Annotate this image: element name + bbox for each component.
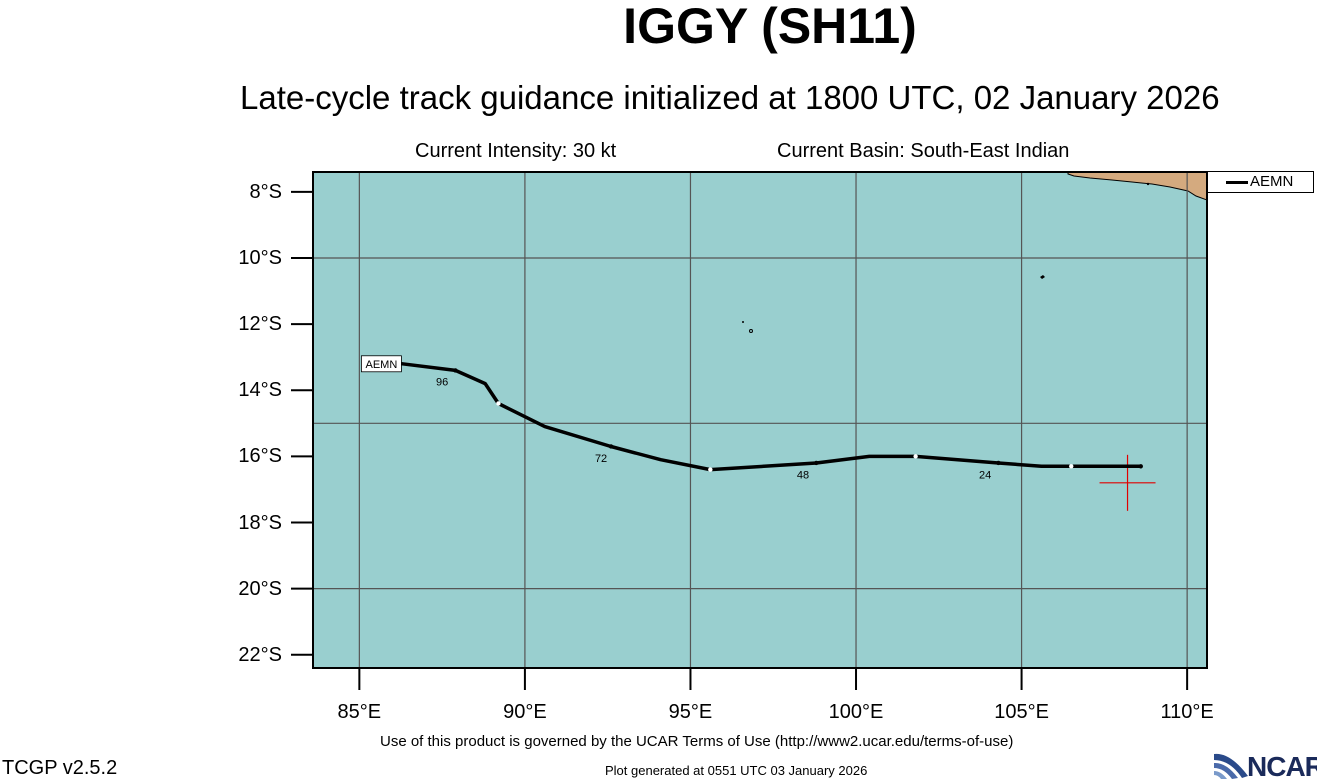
lon-tick-label: 105°E	[994, 701, 1049, 723]
aemn-track	[400, 362, 1143, 472]
lon-tick-label: 110°E	[1160, 701, 1214, 723]
forecast-hour-label: 72	[595, 453, 607, 465]
current-position-marker	[1099, 454, 1156, 511]
lat-tick-label: 14°S	[238, 379, 282, 402]
lat-tick-label: 12°S	[238, 313, 282, 336]
end-label-text: AEMN	[366, 359, 398, 371]
track-point	[496, 401, 501, 406]
plot-frame	[312, 171, 1208, 669]
terms-of-use: Use of this product is governed by the U…	[380, 733, 1014, 750]
track-point	[996, 460, 1001, 466]
christmas-island	[1040, 275, 1045, 279]
axis-ticks	[291, 190, 1189, 690]
current-intensity: Current Intensity: 30 kt	[415, 140, 617, 162]
lat-tick-label: 18°S	[238, 511, 282, 534]
lat-tick-label: 22°S	[238, 643, 282, 666]
lat-tick-label: 10°S	[238, 246, 282, 269]
ncar-logo-icon	[1214, 753, 1248, 779]
track-point	[1138, 464, 1143, 469]
lon-tick-label: 95°E	[668, 701, 713, 723]
lon-tick-label: 85°E	[337, 701, 382, 723]
track-point	[608, 444, 614, 449]
land-java-coast	[1067, 172, 1207, 201]
legend-line	[1226, 181, 1248, 184]
forecast-hour-labels: 24 48 72 96	[436, 377, 991, 482]
forecast-hour-label: 24	[979, 469, 991, 481]
islet	[1146, 182, 1150, 186]
track-point	[1069, 464, 1074, 469]
cocos-islet	[742, 321, 744, 323]
track-point	[814, 460, 819, 466]
forecast-hour-label: 48	[797, 469, 809, 481]
track-end-label: AEMN	[360, 355, 402, 373]
cocos-islands	[749, 329, 753, 333]
lat-tick-label: 8°S	[249, 180, 282, 203]
generated-time: Plot generated at 0551 UTC 03 January 20…	[605, 763, 868, 778]
ncar-logo-text: NCAR	[1247, 751, 1317, 782]
lat-tick-label: 20°S	[238, 577, 282, 600]
forecast-hour-label: 96	[436, 377, 448, 389]
version-label: TCGP v2.5.2	[2, 757, 118, 779]
current-basin: Current Basin: South-East Indian	[777, 140, 1070, 162]
lat-tick-label: 16°S	[238, 445, 282, 468]
end-label-box	[360, 355, 402, 373]
ocean-area	[313, 172, 1207, 668]
ncar-logo: NCAR	[1212, 750, 1317, 782]
storm-title: IGGY (SH11)	[623, 0, 917, 54]
map-subtitle: Late-cycle track guidance initialized at…	[240, 79, 1220, 116]
lon-tick-label: 90°E	[503, 701, 547, 723]
gridlines	[313, 172, 1207, 668]
track-point	[913, 454, 918, 459]
track-point	[453, 368, 458, 373]
lon-tick-label: 100°E	[828, 701, 884, 723]
track-point	[708, 467, 713, 472]
legend: AEMN	[1207, 171, 1314, 193]
legend-entry-aemn: AEMN	[1250, 173, 1294, 190]
